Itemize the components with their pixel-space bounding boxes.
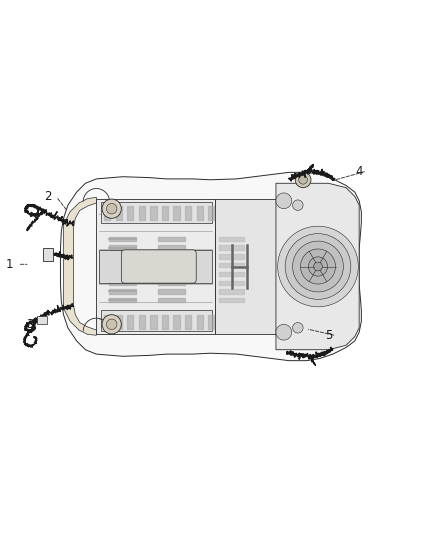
- Circle shape: [102, 314, 121, 334]
- Polygon shape: [60, 172, 361, 361]
- Circle shape: [106, 319, 117, 329]
- Circle shape: [308, 257, 328, 276]
- Polygon shape: [64, 197, 96, 335]
- Circle shape: [293, 322, 303, 333]
- Circle shape: [102, 199, 121, 219]
- Bar: [99, 250, 212, 283]
- Polygon shape: [276, 183, 359, 350]
- Circle shape: [276, 324, 292, 340]
- Circle shape: [299, 175, 307, 184]
- Circle shape: [278, 226, 358, 307]
- Circle shape: [285, 233, 351, 300]
- Bar: [101, 310, 212, 332]
- Circle shape: [295, 172, 311, 188]
- Circle shape: [293, 241, 343, 292]
- Circle shape: [293, 200, 303, 211]
- Bar: [101, 201, 212, 223]
- FancyBboxPatch shape: [121, 250, 196, 283]
- Circle shape: [276, 193, 292, 209]
- Text: 5: 5: [325, 329, 332, 342]
- Bar: [37, 316, 47, 324]
- Text: 3: 3: [26, 318, 33, 331]
- Bar: [43, 248, 53, 261]
- Circle shape: [314, 262, 322, 271]
- Circle shape: [300, 249, 336, 284]
- Polygon shape: [215, 199, 276, 334]
- Text: 1: 1: [6, 258, 14, 271]
- Text: 2: 2: [44, 190, 52, 203]
- Circle shape: [106, 204, 117, 214]
- Text: 4: 4: [355, 165, 363, 177]
- Polygon shape: [96, 199, 215, 334]
